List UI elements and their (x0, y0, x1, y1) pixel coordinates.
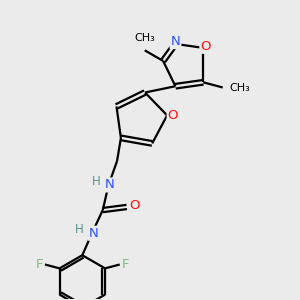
Text: H: H (74, 223, 83, 236)
Text: O: O (200, 40, 211, 53)
Text: N: N (105, 178, 115, 191)
Text: O: O (129, 199, 140, 212)
Text: F: F (122, 258, 129, 271)
Text: N: N (88, 227, 98, 240)
Text: F: F (35, 258, 43, 271)
Text: H: H (92, 175, 100, 188)
Text: O: O (168, 109, 178, 122)
Text: N: N (171, 35, 180, 48)
Text: CH₃: CH₃ (134, 33, 155, 43)
Text: CH₃: CH₃ (230, 83, 250, 93)
